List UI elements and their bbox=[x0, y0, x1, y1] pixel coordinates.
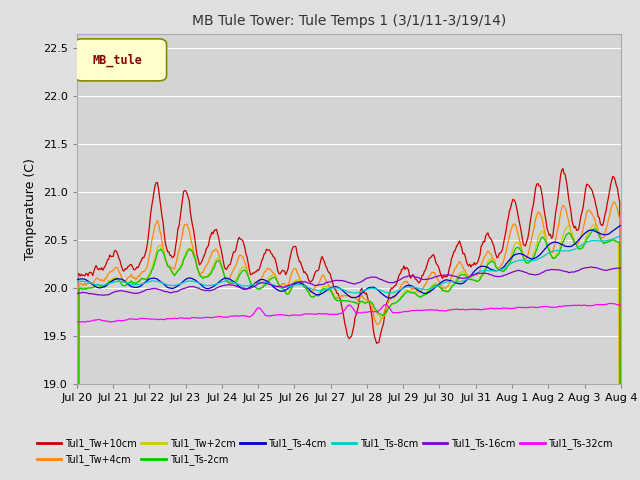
Tul1_Ts-32cm bbox=[303, 311, 311, 317]
Tul1_Tw+4cm bbox=[242, 263, 250, 269]
Line: Tul1_Tw+2cm: Tul1_Tw+2cm bbox=[77, 225, 621, 480]
Line: Tul1_Tw+4cm: Tul1_Tw+4cm bbox=[77, 202, 621, 480]
Tul1_Ts-4cm bbox=[73, 277, 81, 283]
Tul1_Ts-4cm bbox=[404, 282, 412, 288]
Tul1_Ts-8cm bbox=[302, 284, 310, 289]
Tul1_Tw+4cm bbox=[610, 199, 618, 204]
Line: Tul1_Ts-8cm: Tul1_Ts-8cm bbox=[77, 236, 621, 293]
Tul1_Ts-2cm bbox=[302, 286, 310, 292]
Tul1_Tw+4cm bbox=[378, 316, 385, 322]
Line: Tul1_Ts-4cm: Tul1_Ts-4cm bbox=[77, 226, 621, 298]
Tul1_Ts-32cm bbox=[404, 309, 412, 314]
Tul1_Tw+10cm bbox=[568, 217, 576, 223]
Tul1_Ts-4cm bbox=[617, 223, 625, 228]
Tul1_Tw+2cm bbox=[403, 287, 411, 293]
Tul1_Tw+2cm bbox=[567, 228, 575, 234]
Tul1_Ts-32cm bbox=[243, 313, 251, 319]
FancyBboxPatch shape bbox=[74, 39, 166, 81]
Tul1_Ts-32cm bbox=[73, 319, 81, 324]
Tul1_Ts-16cm bbox=[73, 291, 81, 297]
Tul1_Ts-4cm bbox=[568, 243, 576, 249]
Tul1_Ts-16cm bbox=[568, 269, 576, 275]
Tul1_Ts-16cm bbox=[99, 292, 107, 298]
Tul1_Ts-32cm bbox=[607, 300, 614, 306]
Tul1_Ts-2cm bbox=[567, 232, 575, 238]
Tul1_Tw+4cm bbox=[473, 272, 481, 278]
Tul1_Tw+10cm bbox=[302, 271, 310, 277]
Tul1_Ts-32cm bbox=[77, 319, 85, 325]
Tul1_Ts-32cm bbox=[568, 303, 576, 309]
Tul1_Ts-2cm bbox=[473, 278, 481, 284]
Line: Tul1_Ts-2cm: Tul1_Ts-2cm bbox=[77, 228, 621, 480]
Tul1_Tw+10cm bbox=[559, 166, 566, 171]
Tul1_Tw+2cm bbox=[302, 286, 310, 292]
Tul1_Ts-2cm bbox=[403, 288, 411, 294]
Tul1_Ts-4cm bbox=[378, 290, 385, 296]
Tul1_Ts-32cm bbox=[617, 302, 625, 308]
Tul1_Ts-8cm bbox=[242, 283, 250, 289]
Tul1_Ts-16cm bbox=[378, 277, 386, 283]
Line: Tul1_Ts-16cm: Tul1_Ts-16cm bbox=[77, 267, 621, 295]
Tul1_Ts-4cm bbox=[387, 295, 394, 301]
Text: MB_tule: MB_tule bbox=[93, 53, 143, 67]
Tul1_Ts-16cm bbox=[474, 270, 481, 276]
Tul1_Ts-4cm bbox=[474, 265, 481, 271]
Tul1_Ts-8cm bbox=[350, 290, 358, 296]
Tul1_Tw+4cm bbox=[403, 278, 411, 284]
Tul1_Ts-8cm bbox=[404, 284, 412, 290]
Tul1_Ts-16cm bbox=[617, 265, 625, 271]
Title: MB Tule Tower: Tule Temps 1 (3/1/11-3/19/14): MB Tule Tower: Tule Temps 1 (3/1/11-3/19… bbox=[191, 14, 506, 28]
Line: Tul1_Tw+10cm: Tul1_Tw+10cm bbox=[77, 168, 621, 480]
Tul1_Ts-8cm bbox=[568, 247, 576, 253]
Tul1_Tw+4cm bbox=[567, 228, 575, 234]
Tul1_Tw+10cm bbox=[242, 251, 250, 257]
Y-axis label: Temperature (C): Temperature (C) bbox=[24, 158, 37, 260]
Tul1_Tw+2cm bbox=[473, 278, 481, 284]
Tul1_Tw+2cm bbox=[589, 222, 597, 228]
Tul1_Tw+2cm bbox=[378, 315, 385, 321]
Tul1_Ts-2cm bbox=[242, 268, 250, 274]
Tul1_Ts-16cm bbox=[303, 280, 311, 286]
Tul1_Ts-8cm bbox=[73, 278, 81, 284]
Tul1_Ts-8cm bbox=[617, 233, 625, 239]
Tul1_Ts-16cm bbox=[588, 264, 595, 270]
Tul1_Ts-4cm bbox=[242, 286, 250, 292]
Tul1_Ts-2cm bbox=[378, 312, 385, 317]
Tul1_Ts-8cm bbox=[474, 270, 481, 276]
Tul1_Ts-4cm bbox=[302, 284, 310, 290]
Legend: Tul1_Tw+10cm, Tul1_Tw+4cm, Tul1_Tw+2cm, Tul1_Ts-2cm, Tul1_Ts-4cm, Tul1_Ts-8cm, T: Tul1_Tw+10cm, Tul1_Tw+4cm, Tul1_Tw+2cm, … bbox=[33, 434, 617, 469]
Tul1_Ts-16cm bbox=[243, 286, 251, 292]
Tul1_Ts-32cm bbox=[378, 304, 386, 310]
Tul1_Ts-16cm bbox=[404, 273, 412, 279]
Tul1_Tw+10cm bbox=[473, 261, 481, 266]
Tul1_Ts-32cm bbox=[474, 307, 481, 312]
Tul1_Tw+10cm bbox=[403, 265, 411, 271]
Line: Tul1_Ts-32cm: Tul1_Ts-32cm bbox=[77, 303, 621, 322]
Tul1_Ts-8cm bbox=[378, 288, 386, 294]
Tul1_Tw+2cm bbox=[242, 266, 250, 272]
Tul1_Ts-2cm bbox=[591, 226, 598, 231]
Tul1_Tw+10cm bbox=[378, 329, 385, 335]
Tul1_Tw+4cm bbox=[302, 283, 310, 289]
